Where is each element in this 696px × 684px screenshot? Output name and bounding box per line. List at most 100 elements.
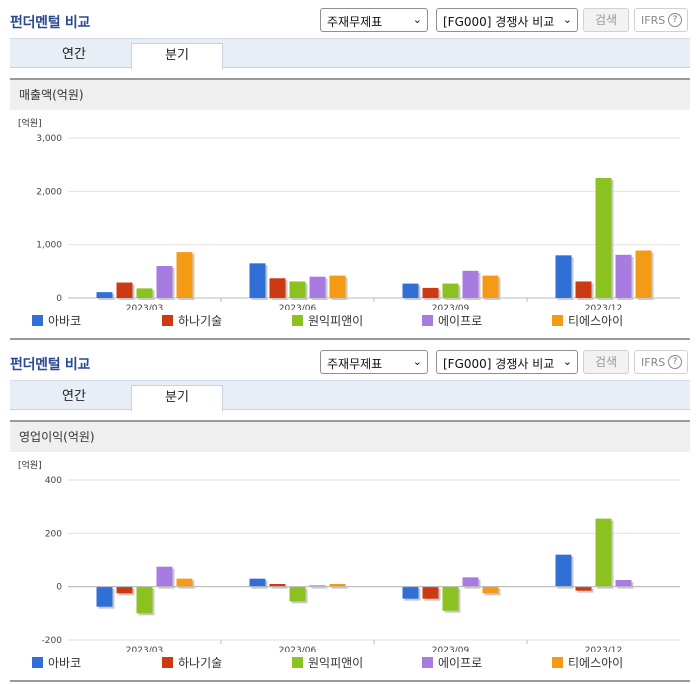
- bar: [289, 281, 306, 298]
- legend-swatch: [422, 315, 433, 326]
- legend-swatch: [552, 657, 563, 668]
- bar: [176, 578, 193, 587]
- legend-label: 에이프로: [438, 656, 483, 670]
- y-tick-label: 3,000: [36, 134, 62, 144]
- chart-title: 영업이익(억원): [10, 422, 690, 452]
- y-tick-label: 2,000: [36, 187, 62, 197]
- peer-group-select[interactable]: [FG000] 경쟁사 비교 ⌄: [436, 350, 578, 374]
- bar: [329, 584, 346, 587]
- tab-quarterly[interactable]: 분기: [131, 385, 223, 412]
- panel-title: 펀더멘털 비교: [10, 15, 91, 31]
- bar: [482, 586, 499, 594]
- bar: [442, 283, 459, 298]
- bar: [482, 275, 499, 298]
- bar: [595, 178, 612, 298]
- tab-annual[interactable]: 연간: [62, 389, 86, 404]
- x-tick-label: 2023/12: [585, 646, 622, 652]
- bar: [116, 586, 133, 594]
- bar: [422, 586, 439, 599]
- ifrs-label: IFRS: [641, 356, 666, 369]
- bar: [96, 586, 113, 607]
- tab-annual[interactable]: 연간: [62, 47, 86, 62]
- chevron-down-icon: ⌄: [412, 355, 422, 368]
- legend-item[interactable]: 하나기술: [162, 656, 222, 670]
- statement-type-value: 주재무제표: [327, 15, 383, 29]
- bar: [402, 283, 419, 298]
- search-button[interactable]: 검색: [583, 8, 629, 32]
- y-axis-unit: [억원]: [18, 117, 42, 129]
- tab-quarterly[interactable]: 분기: [131, 43, 223, 70]
- bar: [176, 252, 193, 298]
- ifrs-label: IFRS: [641, 14, 666, 27]
- y-axis-unit: [억원]: [18, 459, 42, 471]
- help-icon[interactable]: ?: [668, 13, 682, 27]
- bar: [156, 266, 173, 298]
- sales-bar-chart: [억원] 0 1,000 2,000 3,000 2023/03 2023/06 2023/0…: [18, 117, 680, 310]
- fundamental-panel-sales: 펀더멘털 비교 주재무제표 ⌄ [FG000] 경쟁사 비교 ⌄ 검색 IFRS…: [10, 0, 690, 340]
- sales-chart: 매출액(억원) [억원] 0 1,000 2,000 3,000 2023/03 2023/…: [10, 78, 690, 340]
- legend-item[interactable]: 원익피앤이: [292, 314, 363, 328]
- x-tick-label: 2023/09: [432, 646, 470, 652]
- bar: [116, 282, 133, 298]
- x-tick-label: 2023/09: [432, 304, 470, 310]
- bar: [269, 278, 286, 298]
- bar: [96, 292, 113, 298]
- legend-label: 원익피앤이: [308, 314, 364, 328]
- statement-type-select[interactable]: 주재무제표 ⌄: [320, 350, 428, 374]
- legend-label: 에이프로: [438, 314, 483, 328]
- bar: [555, 554, 572, 587]
- y-tick-label: 400: [45, 476, 62, 486]
- legend-item[interactable]: 티에스아이: [552, 314, 623, 328]
- bar: [442, 586, 459, 611]
- legend-label: 티에스아이: [568, 314, 624, 328]
- bar-shadow: [271, 586, 288, 589]
- peer-group-value: [FG000] 경쟁사 비교: [443, 15, 555, 29]
- period-tabs: 연간 분기: [10, 380, 690, 412]
- chevron-down-icon: ⌄: [562, 13, 572, 26]
- legend-item[interactable]: 에이프로: [422, 656, 482, 670]
- bar: [615, 254, 632, 298]
- bar: [555, 255, 572, 298]
- legend-item[interactable]: 아바코: [32, 656, 81, 670]
- legend-item[interactable]: 에이프로: [422, 314, 482, 328]
- ifrs-button[interactable]: IFRS ?: [634, 350, 688, 374]
- bar: [462, 270, 479, 298]
- legend-item[interactable]: 원익피앤이: [292, 656, 363, 670]
- x-tick-label: 2023/03: [126, 304, 163, 310]
- y-tick-label: 0: [56, 294, 62, 304]
- bar-shadow: [577, 588, 594, 593]
- chevron-down-icon: ⌄: [412, 13, 422, 26]
- legend-swatch: [162, 315, 173, 326]
- bar: [249, 578, 266, 587]
- x-tick-label: 2023/06: [279, 304, 317, 310]
- legend-label: 하나기술: [178, 314, 223, 328]
- search-button[interactable]: 검색: [583, 350, 629, 374]
- x-tick-label: 2023/03: [126, 646, 163, 652]
- bar: [269, 584, 286, 587]
- operating-income-bar-chart: [억원] -200 0 200 400 2023/03 2023/06 2023/09 2023…: [18, 459, 680, 652]
- bar: [289, 586, 306, 602]
- legend-label: 아바코: [48, 656, 82, 670]
- bar: [422, 287, 439, 298]
- legend-label: 티에스아이: [568, 656, 624, 670]
- bar: [575, 586, 592, 591]
- bar: [136, 586, 153, 614]
- statement-type-select[interactable]: 주재무제표 ⌄: [320, 8, 428, 32]
- panel-header: 펀더멘털 비교 주재무제표 ⌄ [FG000] 경쟁사 비교 ⌄ 검색 IFRS…: [10, 0, 690, 34]
- legend-item[interactable]: 아바코: [32, 314, 81, 328]
- peer-group-select[interactable]: [FG000] 경쟁사 비교 ⌄: [436, 8, 578, 32]
- help-icon[interactable]: ?: [668, 355, 682, 369]
- bar-shadow: [311, 587, 328, 589]
- legend-item[interactable]: 티에스아이: [552, 656, 623, 670]
- period-tabs: 연간 분기: [10, 38, 690, 70]
- bar: [249, 263, 266, 298]
- legend-item[interactable]: 하나기술: [162, 314, 222, 328]
- bar: [575, 281, 592, 298]
- legend-label: 아바코: [48, 314, 82, 328]
- ifrs-button[interactable]: IFRS ?: [634, 8, 688, 32]
- peer-group-value: [FG000] 경쟁사 비교: [443, 357, 555, 371]
- panel-title: 펀더멘털 비교: [10, 357, 91, 373]
- operating-income-chart: 영업이익(억원) [억원] -200 0 200 400 2023/03 2023/06 20…: [10, 420, 690, 682]
- chevron-down-icon: ⌄: [562, 355, 572, 368]
- bar: [329, 275, 346, 298]
